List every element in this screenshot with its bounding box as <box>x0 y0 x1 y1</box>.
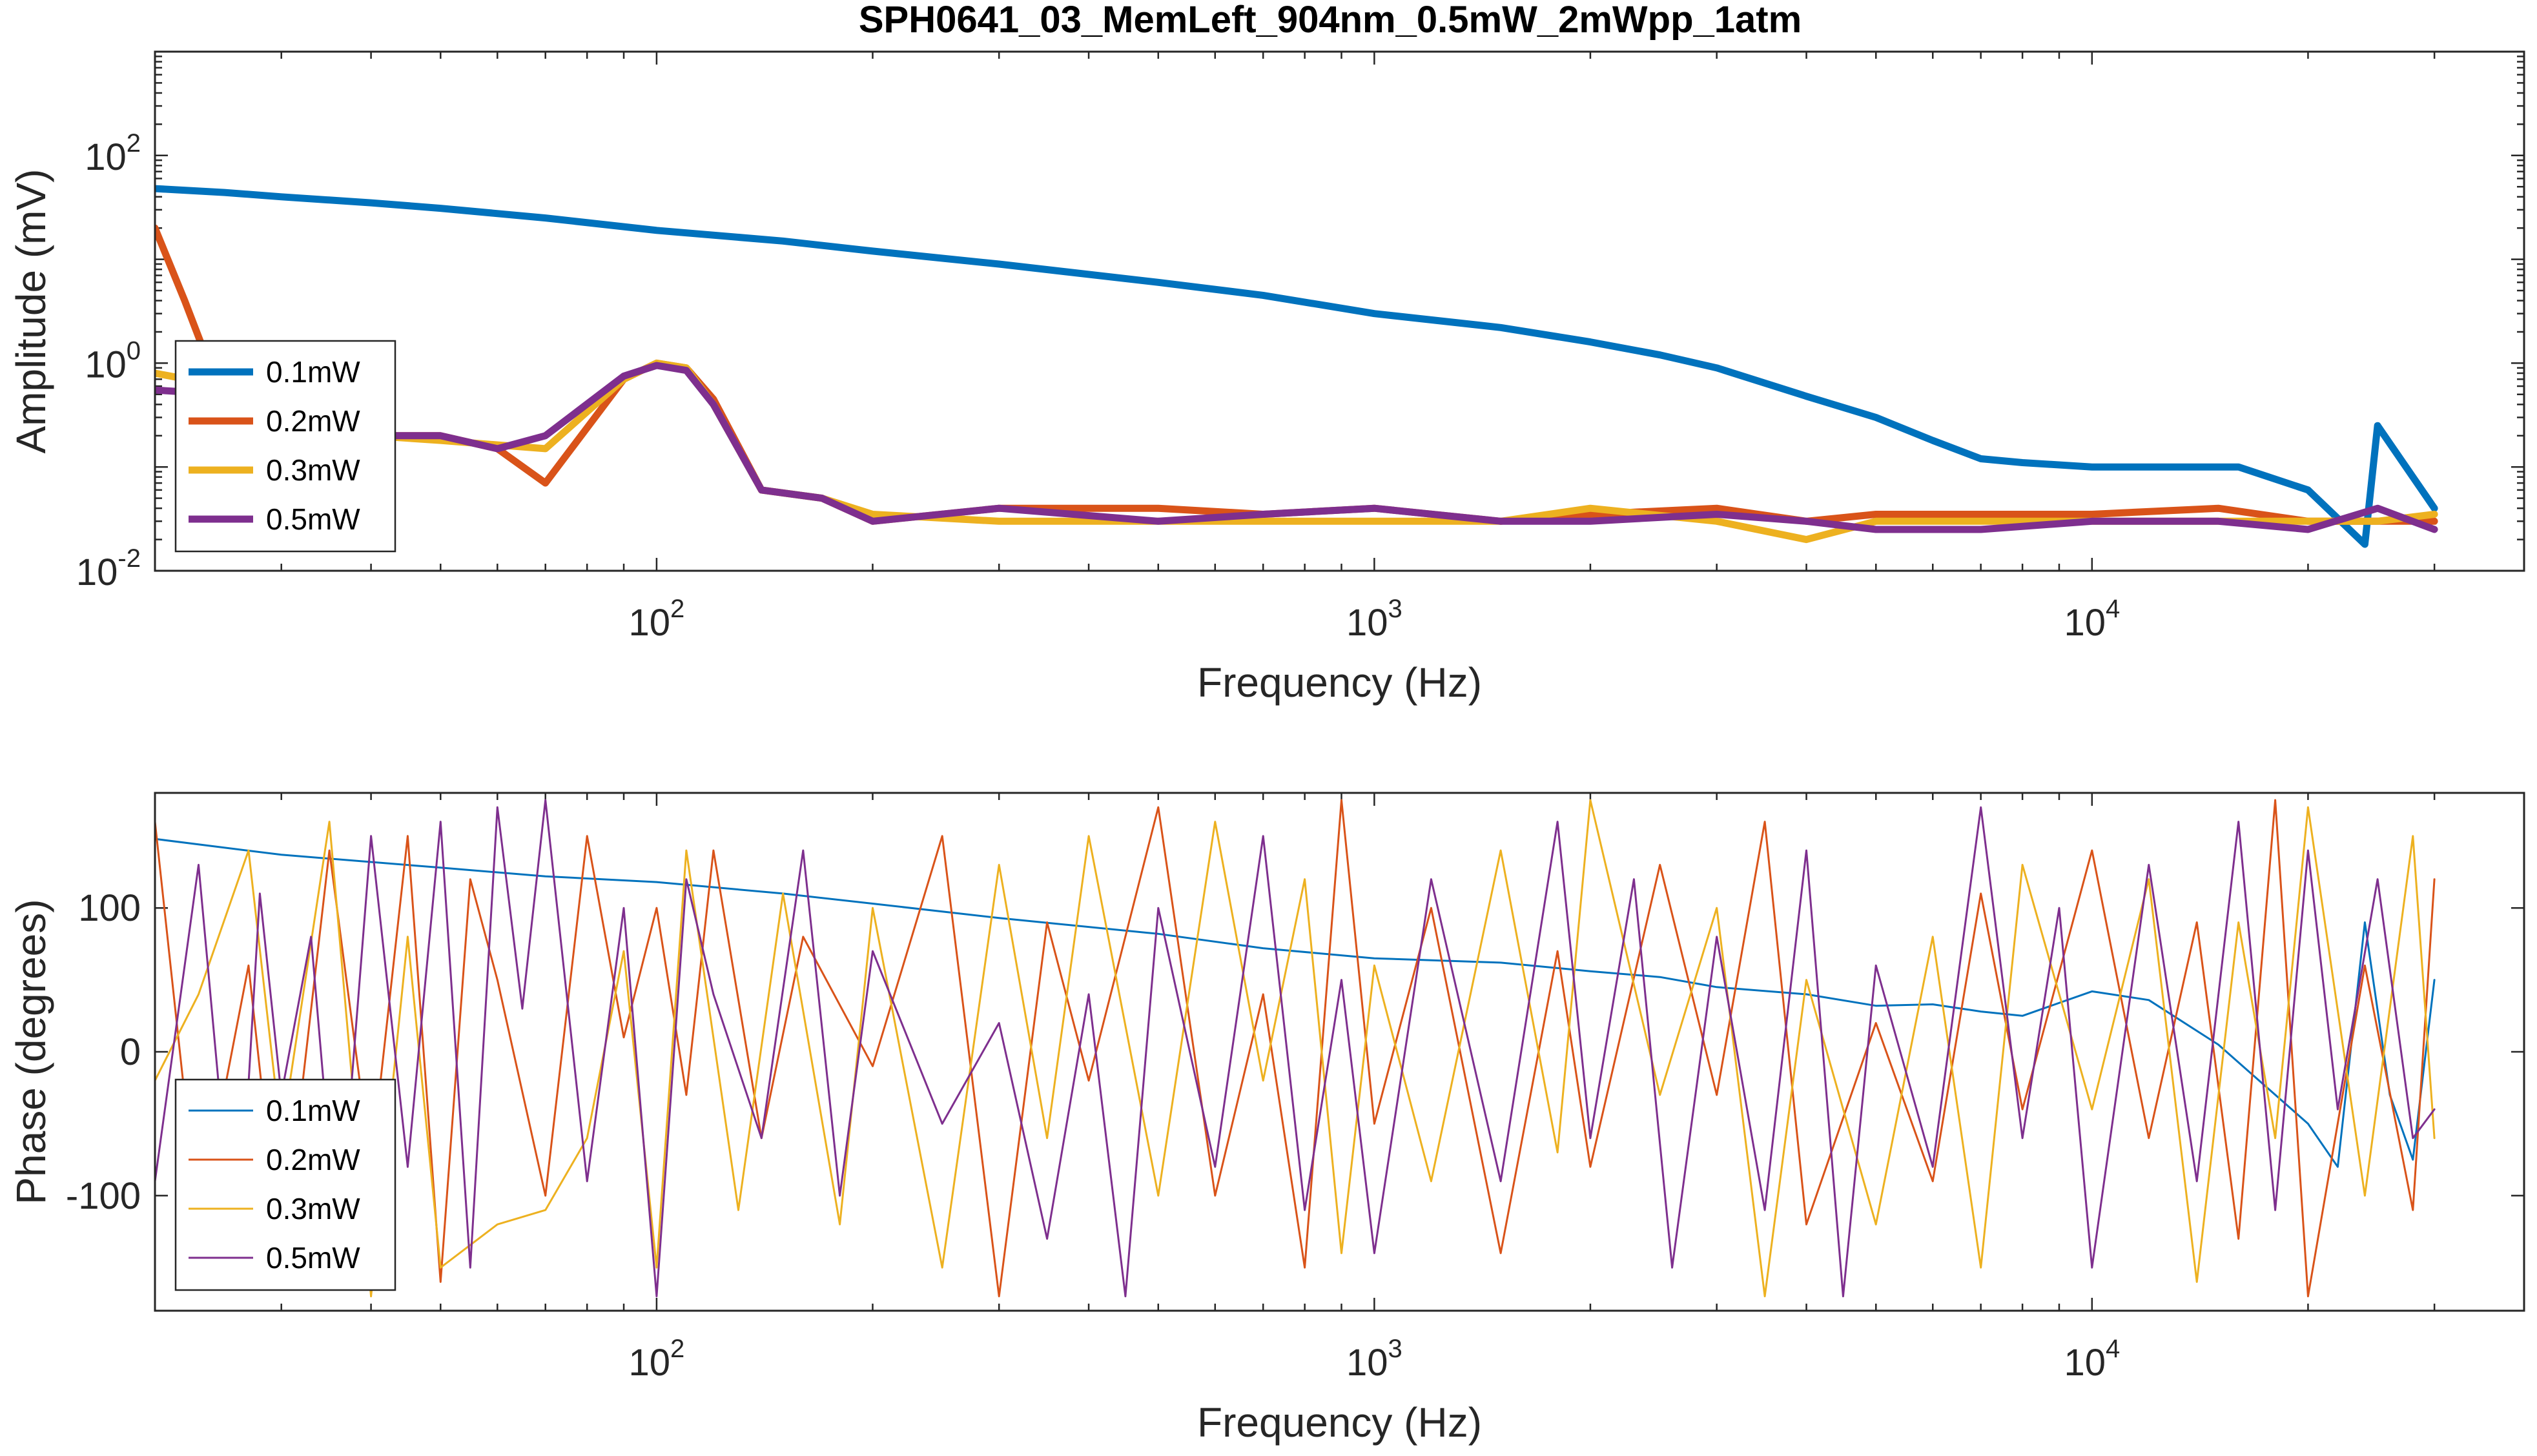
y-tick-label: 10-2 <box>76 544 141 593</box>
phase-axes-frame <box>154 792 2525 1312</box>
series-line-0.5mW <box>155 362 2438 533</box>
y-tick-label: 100 <box>78 887 141 929</box>
x-tick-label: 104 <box>2064 1335 2120 1384</box>
x-tick-label: 103 <box>1346 595 1402 644</box>
phase-xlabel: Frequency (Hz) <box>1197 1399 1482 1446</box>
series-line-0.1mW <box>155 837 2436 1168</box>
amplitude-ylabel: Amplitude (mV) <box>8 169 54 454</box>
y-tick-label: -100 <box>66 1175 141 1217</box>
phase-plot: 102 103 104 100 0 -100 Frequency (Hz) Phase (de… <box>8 792 2525 1446</box>
legend-label: 0.5mW <box>266 502 360 536</box>
x-tick-label: 103 <box>1346 1335 1402 1384</box>
series-line-0.5mW <box>155 799 2436 1298</box>
amplitude-plot: 102 103 104 10-2 100 102 Frequency (Hz) Amplitu… <box>8 50 2525 706</box>
legend-label: 0.5mW <box>266 1241 360 1275</box>
legend-label: 0.3mW <box>266 453 360 487</box>
x-tick-label: 102 <box>629 595 685 644</box>
series-line-0.3mW <box>155 799 2436 1298</box>
phase-legend: 0.1mW 0.2mW 0.3mW 0.5mW <box>174 1078 396 1291</box>
x-tick-label: 102 <box>629 1335 685 1384</box>
legend-label: 0.2mW <box>266 404 360 438</box>
phase-series-lines <box>155 799 2436 1298</box>
y-tick-label: 100 <box>85 336 141 385</box>
legend-label: 0.2mW <box>266 1143 360 1176</box>
amplitude-minor-ticks <box>154 50 2525 572</box>
y-tick-label: 102 <box>85 129 141 178</box>
amplitude-legend: 0.1mW 0.2mW 0.3mW 0.5mW <box>174 340 396 553</box>
phase-ylabel: Phase (degrees) <box>8 899 54 1204</box>
legend-label: 0.1mW <box>266 355 360 389</box>
y-tick-label: 0 <box>120 1031 141 1073</box>
legend-label: 0.3mW <box>266 1192 360 1225</box>
x-tick-label: 104 <box>2064 595 2120 644</box>
legend-label: 0.1mW <box>266 1094 360 1127</box>
amplitude-series-lines <box>155 185 2438 548</box>
figure-title: SPH0641_03_MemLeft_904nm_0.5mW_2mWpp_1at… <box>859 0 1802 41</box>
amplitude-xlabel: Frequency (Hz) <box>1197 659 1482 706</box>
series-line-0.2mW <box>155 799 2436 1298</box>
series-line-0.1mW <box>155 185 2438 548</box>
legend-box <box>174 1078 396 1291</box>
amplitude-axes-frame <box>154 50 2525 572</box>
